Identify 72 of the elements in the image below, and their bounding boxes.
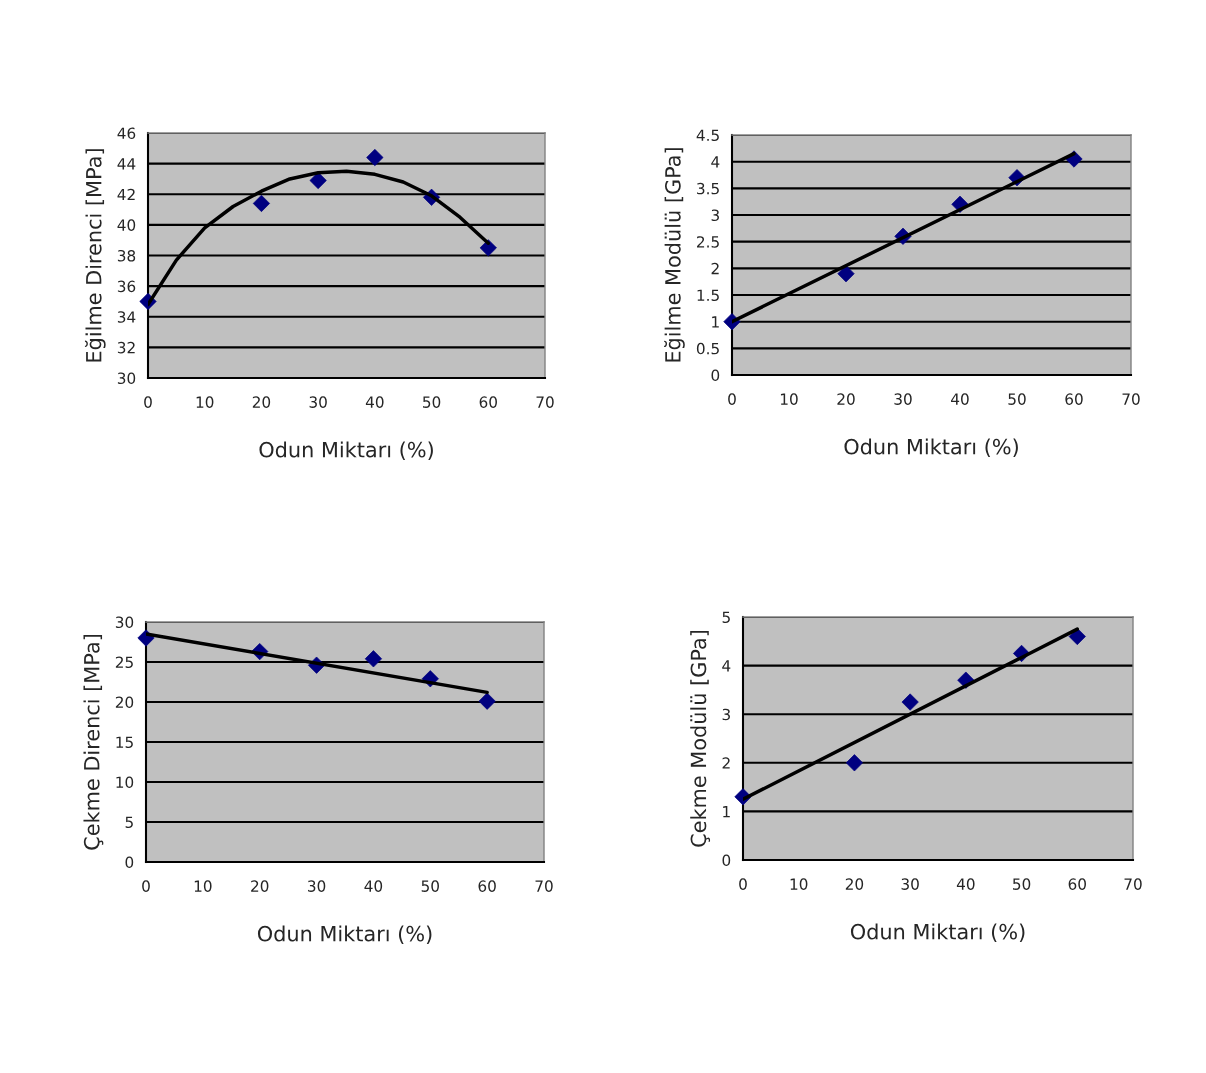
x-axis-title: Odun Miktarı (%)	[257, 925, 432, 944]
y-tick-label: 2	[722, 757, 730, 769]
y-tick-label: 40	[117, 219, 136, 231]
y-tick-label: 0	[711, 369, 720, 382]
y-tick-label: 0.5	[696, 342, 719, 355]
x-tick-label: 50	[1008, 393, 1026, 405]
x-tick-label: 10	[780, 393, 798, 405]
x-tick-label: 20	[251, 880, 269, 892]
x-tick-label: 50	[1013, 878, 1031, 890]
y-tick-label: 3	[722, 708, 730, 721]
x-tick-label: 20	[845, 878, 864, 890]
y-tick-label: 2.5	[697, 236, 719, 248]
y-tick-label: 4	[722, 660, 731, 672]
x-tick-label: 30	[901, 878, 919, 890]
x-tick-label: 0	[739, 878, 747, 890]
y-tick-label: 4	[711, 156, 720, 168]
x-tick-label: 50	[421, 880, 439, 892]
x-tick-label: 40	[951, 393, 969, 405]
y-axis-title: Eğilme Direnci [MPa]	[84, 149, 106, 362]
y-axis-title: Eğilme Modülü [GPa]	[664, 148, 685, 362]
x-tick-label: 10	[196, 396, 214, 408]
y-tick-label: 1.5	[697, 289, 719, 302]
x-tick-label: 70	[536, 396, 554, 408]
x-tick-label: 70	[1124, 878, 1142, 890]
y-tick-label: 5	[722, 611, 730, 624]
x-axis-title: Odun Miktarı (%)	[259, 441, 433, 460]
x-tick-label: 30	[309, 396, 327, 408]
y-tick-label: 44	[117, 158, 136, 170]
y-tick-label: 15	[116, 736, 133, 749]
x-tick-label: 20	[837, 393, 855, 405]
y-tick-label: 46	[117, 127, 136, 140]
y-tick-label: 3	[711, 209, 719, 222]
x-tick-label: 50	[423, 396, 441, 408]
x-tick-label: 30	[894, 393, 912, 405]
y-tick-label: 5	[125, 816, 133, 829]
x-tick-label: 40	[364, 880, 383, 892]
x-tick-label: 60	[478, 880, 496, 892]
x-tick-label: 40	[956, 878, 975, 890]
y-tick-label: 30	[115, 616, 134, 629]
y-axis-title: Çekme Modülü [GPa]	[690, 630, 711, 847]
y-tick-label: 10	[116, 776, 134, 789]
y-axis-title: Çekme Direnci [MPa]	[83, 634, 104, 850]
y-tick-label: 25	[115, 656, 133, 669]
y-tick-label: 1	[712, 316, 719, 328]
x-tick-label: 60	[479, 396, 497, 408]
x-tick-label: 40	[365, 396, 384, 408]
x-tick-label: 0	[144, 396, 152, 408]
x-tick-label: 20	[252, 396, 271, 408]
x-tick-label: 0	[142, 880, 150, 892]
y-tick-label: 38	[117, 249, 136, 262]
x-tick-label: 70	[1122, 393, 1140, 405]
y-tick-label: 36	[117, 280, 136, 293]
y-tick-label: 4.5	[696, 129, 719, 142]
y-tick-label: 34	[117, 311, 136, 323]
point	[901, 693, 919, 711]
y-tick-label: 1	[723, 806, 730, 818]
y-tick-label: 32	[117, 341, 135, 354]
y-tick-label: 0	[125, 856, 134, 869]
x-tick-label: 10	[194, 880, 212, 892]
x-tick-label: 60	[1065, 393, 1083, 405]
x-tick-label: 30	[308, 880, 326, 892]
x-axis-title: Odun Miktarı (%)	[844, 438, 1018, 457]
x-tick-label: 70	[535, 880, 553, 892]
y-tick-label: 30	[117, 372, 136, 385]
x-tick-label: 10	[790, 878, 808, 890]
x-axis-title: Odun Miktarı (%)	[850, 923, 1025, 942]
x-tick-label: 60	[1068, 878, 1086, 890]
y-tick-label: 20	[115, 696, 134, 709]
y-tick-label: 2	[711, 262, 719, 275]
y-tick-label: 42	[117, 188, 135, 201]
y-tick-label: 0	[722, 854, 731, 867]
y-tick-label: 3.5	[697, 182, 719, 195]
